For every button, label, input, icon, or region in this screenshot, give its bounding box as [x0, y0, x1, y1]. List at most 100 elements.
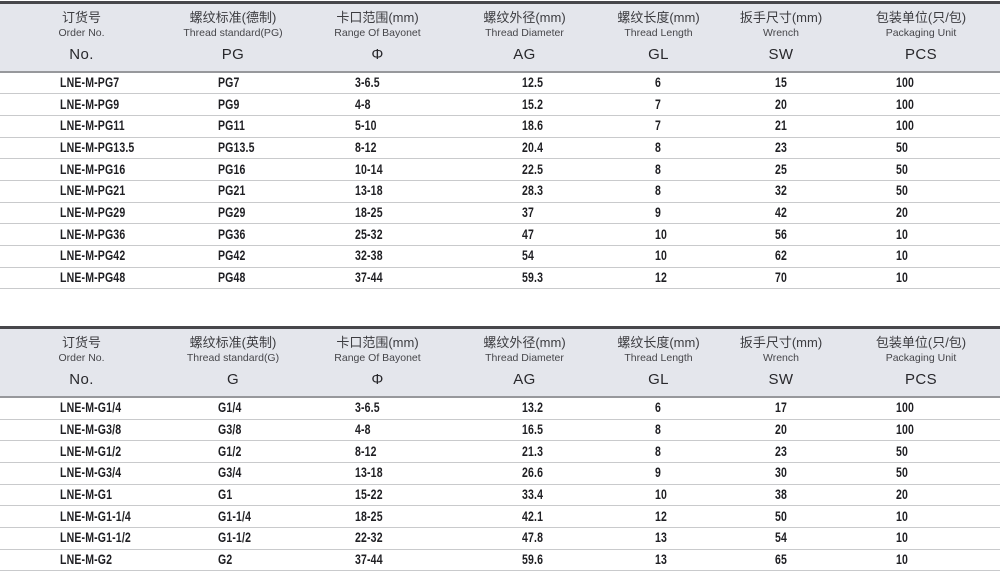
- pg-spec-table: 订货号 Order No. No. 螺纹标准(德制) Thread standa…: [0, 1, 1000, 290]
- table-cell: 28.3: [452, 180, 597, 203]
- header-label-code: PCS: [904, 371, 938, 389]
- header-label-en: Thread standard(PG): [183, 27, 283, 39]
- table-cell: 7: [597, 93, 720, 116]
- table-cell: 50: [842, 137, 1000, 160]
- table-cell: 15: [720, 72, 842, 95]
- table-cell: 100: [842, 397, 1000, 420]
- header-label-code: GL: [648, 371, 669, 389]
- table-cell: PG42: [163, 245, 303, 268]
- table-cell: PG48: [163, 267, 303, 290]
- table-cell: 20: [842, 202, 1000, 225]
- table-cell: 10: [597, 484, 720, 507]
- column-header-order-no: 订货号 Order No. No.: [0, 1, 163, 73]
- table-row: LNE-M-PG21 PG21 13-18 28.3 8 32 50: [0, 180, 1000, 203]
- header-label-en: Packaging Unit: [885, 352, 957, 365]
- table-cell: 9: [597, 202, 720, 225]
- table-cell: 32-38: [303, 245, 452, 268]
- table-cell: 38: [720, 484, 842, 507]
- column-header-thread-length: 螺纹长度(mm) Thread Length GL: [597, 326, 720, 399]
- table-row: LNE-M-G1 G1 15-22 33.4 10 38 20: [0, 484, 1000, 507]
- table-cell: 59.6: [452, 549, 597, 571]
- table-cell: 65: [720, 549, 842, 571]
- table-row: LNE-M-G1/2 G1/2 8-12 21.3 8 23 50: [0, 440, 1000, 463]
- table-cell: 7: [597, 115, 720, 138]
- header-label-code: PCS: [904, 46, 938, 63]
- table-cell: 13: [597, 527, 720, 550]
- header-label-code: No.: [69, 46, 94, 63]
- table-cell: 10: [842, 549, 1000, 571]
- table-cell: LNE-M-G2: [0, 549, 163, 571]
- table-cell: 3-6.5: [303, 397, 452, 420]
- column-header-packaging-unit: 包装单位(只/包) Packaging Unit PCS: [842, 326, 1000, 399]
- table-cell: 33.4: [452, 484, 597, 507]
- table-cell: 10: [597, 223, 720, 246]
- column-header-bayonet-range: 卡口范围(mm) Range Of Bayonet Φ: [303, 326, 452, 399]
- table-cell: 20: [842, 484, 1000, 507]
- table-cell: 18-25: [303, 202, 452, 225]
- header-label-code: SW: [768, 46, 794, 63]
- table-cell: 10: [842, 527, 1000, 550]
- table-cell: 10: [842, 223, 1000, 246]
- table-cell: LNE-M-PG21: [0, 180, 163, 203]
- table-cell: 8-12: [303, 440, 452, 463]
- header-label-zh: 订货号: [61, 335, 101, 351]
- table-cell: 100: [842, 93, 1000, 116]
- table-cell: 6: [597, 72, 720, 95]
- table-cell: 50: [720, 505, 842, 528]
- header-label-zh: 扳手尺寸(mm): [739, 335, 823, 351]
- table-cell: PG9: [163, 93, 303, 116]
- column-header-thread-diameter: 螺纹外径(mm) Thread Diameter AG: [452, 1, 597, 73]
- column-header-wrench-size: 扳手尺寸(mm) Wrench SW: [720, 326, 842, 399]
- header-label-zh: 包装单位(只/包): [875, 335, 967, 351]
- header-label-zh: 螺纹外径(mm): [483, 10, 566, 25]
- header-label-en: Range Of Bayonet: [334, 27, 421, 39]
- table-row: LNE-M-G2 G2 37-44 59.6 13 65 10: [0, 549, 1000, 571]
- g-spec-table: 订货号 Order No. No. 螺纹标准(英制) Thread standa…: [0, 326, 1000, 571]
- pg-table-body: LNE-M-PG7 PG7 3-6.5 12.5 6 15 100 LNE-M-PG9 PG9 4…: [0, 72, 1000, 290]
- table-cell: 13.2: [452, 397, 597, 420]
- table-cell: 12: [597, 267, 720, 290]
- header-label-zh: 卡口范围(mm): [336, 335, 419, 351]
- column-header-order-no: 订货号 Order No. No.: [0, 326, 163, 399]
- table-cell: 8: [597, 180, 720, 203]
- header-label-code: PG: [221, 46, 245, 63]
- table-cell: PG13.5: [163, 137, 303, 160]
- table-cell: LNE-M-PG36: [0, 223, 163, 246]
- table-cell: LNE-M-PG48: [0, 267, 163, 290]
- column-header-thread-standard: 螺纹标准(英制) Thread standard(G) G: [163, 326, 303, 399]
- table-cell: 15-22: [303, 484, 452, 507]
- table-cell: G1-1/4: [163, 505, 303, 528]
- header-label-zh: 螺纹长度(mm): [617, 335, 700, 351]
- table-cell: 32: [720, 180, 842, 203]
- table-cell: 8: [597, 419, 720, 442]
- table-cell: 22.5: [452, 158, 597, 181]
- table-cell: 12: [597, 505, 720, 528]
- table-row: LNE-M-PG29 PG29 18-25 37 9 42 20: [0, 202, 1000, 225]
- table-cell: 42: [720, 202, 842, 225]
- table-row: LNE-M-PG7 PG7 3-6.5 12.5 6 15 100: [0, 72, 1000, 95]
- table-row: LNE-M-PG48 PG48 37-44 59.3 12 70 10: [0, 267, 1000, 290]
- table-cell: 20.4: [452, 137, 597, 160]
- table-cell: 10: [842, 267, 1000, 290]
- table-cell: 5-10: [303, 115, 452, 138]
- table-row: LNE-M-PG42 PG42 32-38 54 10 62 10: [0, 245, 1000, 268]
- table-cell: 59.3: [452, 267, 597, 290]
- table-cell: 10: [597, 245, 720, 268]
- g-table-header: 订货号 Order No. No. 螺纹标准(英制) Thread standa…: [0, 326, 1000, 399]
- column-header-wrench-size: 扳手尺寸(mm) Wrench SW: [720, 1, 842, 73]
- table-cell: 3-6.5: [303, 72, 452, 95]
- table-cell: 42.1: [452, 505, 597, 528]
- table-cell: 54: [452, 245, 597, 268]
- table-cell: 8-12: [303, 137, 452, 160]
- table-cell: 21.3: [452, 440, 597, 463]
- g-table-body: LNE-M-G1/4 G1/4 3-6.5 13.2 6 17 100 LNE-M-G3/8 G…: [0, 397, 1000, 571]
- table-cell: LNE-M-G3/4: [0, 462, 163, 485]
- table-cell: PG29: [163, 202, 303, 225]
- table-row: LNE-M-G3/4 G3/4 13-18 26.6 9 30 50: [0, 462, 1000, 485]
- table-cell: 56: [720, 223, 842, 246]
- table-cell: 6: [597, 397, 720, 420]
- header-label-zh: 螺纹长度(mm): [617, 10, 700, 25]
- table-cell: 4-8: [303, 419, 452, 442]
- table-cell: 8: [597, 440, 720, 463]
- table-cell: 26.6: [452, 462, 597, 485]
